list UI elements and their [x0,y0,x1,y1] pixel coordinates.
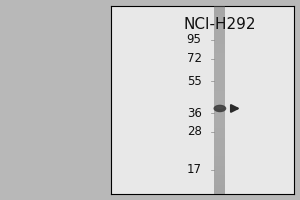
Bar [214,119,225,128]
Bar [214,175,225,185]
Bar [214,62,225,72]
Text: NCI-H292: NCI-H292 [184,17,256,32]
Bar [214,91,225,100]
Text: 28: 28 [187,125,202,138]
Bar [214,15,225,25]
Bar [214,44,225,53]
Bar [214,72,225,81]
Bar [214,166,225,175]
Bar [214,147,225,156]
Bar [214,185,225,194]
Bar [214,25,225,34]
Text: 17: 17 [187,163,202,176]
Text: 95: 95 [187,33,202,46]
Text: 72: 72 [187,52,202,65]
Bar [214,156,225,166]
Bar [214,100,225,109]
Bar [214,81,225,91]
Text: 55: 55 [187,75,202,88]
Bar [214,34,225,44]
Bar [214,138,225,147]
Bar [214,53,225,62]
Text: 36: 36 [187,107,202,120]
Bar [214,6,225,15]
Bar [214,6,225,194]
Bar [214,128,225,138]
Ellipse shape [216,106,224,109]
Bar [214,109,225,119]
Ellipse shape [214,105,226,112]
